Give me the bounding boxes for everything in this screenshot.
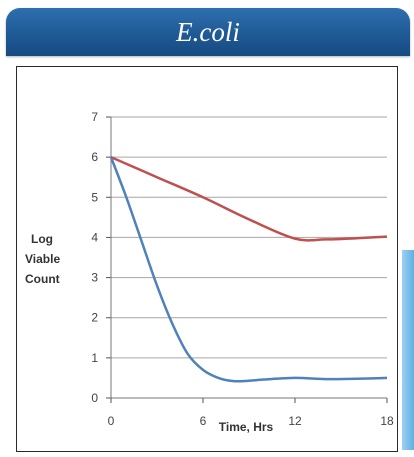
x-tick-label: 0: [108, 414, 115, 428]
x-tick-label: 6: [200, 414, 207, 428]
y-tick-label: 5: [91, 190, 98, 204]
decorative-stripe: [402, 250, 414, 450]
x-axis-label: Time, Hrs: [219, 420, 274, 434]
y-axis-label: Count: [25, 272, 60, 286]
y-tick-label: 1: [91, 351, 98, 365]
series-line-2: [109, 156, 388, 383]
y-tick-label: 6: [91, 150, 98, 164]
y-tick-label: 2: [91, 311, 98, 325]
y-tick-label: 0: [91, 391, 98, 405]
chart-panel: 0 1 2 3 4 5 6 7 0 6 12 18 Time, Hrs Log Viable Count: [16, 66, 398, 452]
y-tick-label: 4: [91, 230, 98, 244]
y-axis-label: Log: [31, 232, 53, 246]
x-tick-label: 12: [288, 414, 302, 428]
y-tick-label: 7: [91, 110, 98, 124]
series-line-1: [110, 155, 388, 242]
y-tick-label: 3: [91, 271, 98, 285]
banner-title: E.coli: [176, 17, 240, 47]
y-axis-label: Viable: [25, 252, 60, 266]
x-tick-label: 18: [380, 414, 394, 428]
title-banner: E.coli: [6, 8, 410, 56]
